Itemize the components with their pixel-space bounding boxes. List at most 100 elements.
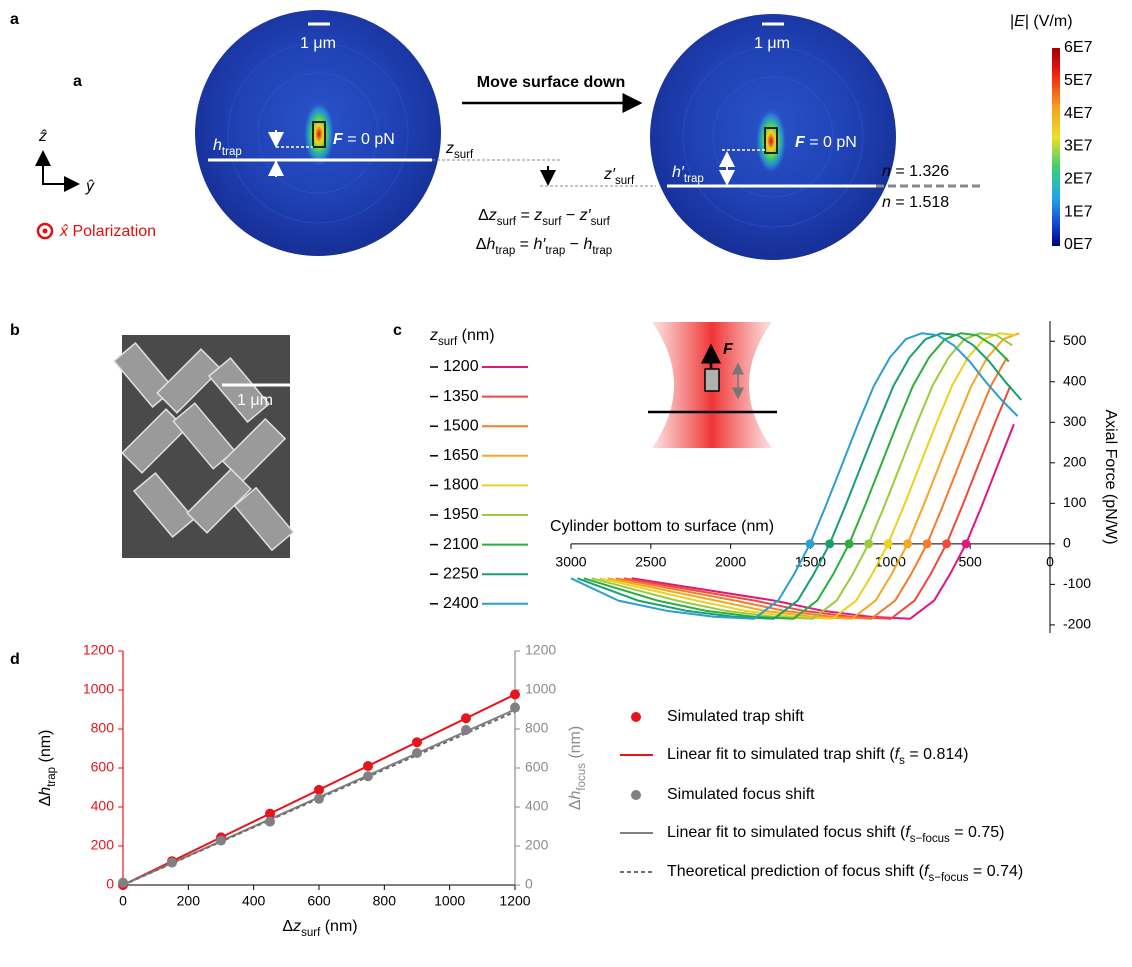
zero-force-point: [922, 539, 932, 549]
zero-force-point: [805, 539, 815, 549]
y-tick-label: 400: [91, 798, 115, 814]
legend-label: Linear fit to simulated trap shift (fs =…: [667, 746, 968, 767]
panel-label: a: [73, 73, 82, 90]
legend-label: Simulated trap shift: [667, 708, 805, 725]
zero-force-point: [942, 539, 952, 549]
text-part: surf: [454, 149, 474, 161]
x-tick-label: 1000: [434, 893, 465, 909]
force-curve: [623, 385, 1012, 620]
data-point: [412, 737, 422, 748]
legend-label: 1800: [443, 477, 479, 494]
text-part: s−focus: [928, 872, 968, 884]
text-part: z: [445, 140, 454, 157]
legend-label: 1350: [443, 388, 479, 405]
text-part: focus: [576, 763, 588, 791]
data-point: [216, 835, 226, 846]
x-tick-label: 600: [307, 893, 331, 909]
y-tick-label: 200: [91, 837, 115, 853]
y-tick-label: 600: [91, 759, 115, 775]
colorbar-tick: 3E7: [1064, 138, 1093, 155]
panel-label: a: [10, 11, 19, 28]
text-part: s: [899, 755, 905, 767]
text-part: trap: [495, 245, 515, 257]
data-point: [265, 816, 275, 827]
text-part: z: [292, 918, 301, 935]
text-part: =: [516, 207, 534, 224]
zero-force-point: [883, 539, 893, 549]
text-part: f: [905, 824, 911, 841]
text-part: z: [533, 207, 542, 224]
x-tick-label: 2500: [635, 554, 666, 570]
legend-title: zsurf (nm): [429, 327, 495, 348]
text-part: h: [213, 137, 222, 154]
text-part: −: [565, 236, 583, 253]
text-part: =: [515, 236, 533, 253]
scale-label: 1 μm: [754, 35, 790, 52]
text-part: z′: [579, 207, 592, 224]
text-part: surf: [591, 216, 611, 228]
sem-image: [112, 335, 295, 558]
text-part: F: [795, 134, 806, 151]
colorbar-tick: 5E7: [1064, 72, 1093, 89]
text-part: = 0 pN: [343, 131, 395, 148]
force-label: F = 0 pN: [333, 131, 395, 148]
y-tick-label: 300: [1063, 413, 1087, 429]
zero-force-point: [844, 539, 854, 549]
data-point: [265, 808, 275, 819]
text-part: surf: [438, 336, 458, 348]
y-tick-label: -200: [1063, 616, 1091, 632]
text-part: h: [486, 236, 495, 253]
data-point: [461, 713, 471, 724]
legend-label: 1950: [443, 506, 479, 523]
text-part: = 0.75): [950, 824, 1005, 841]
y2-axis-title: Δhfocus (nm): [567, 726, 588, 810]
trap-inset: [648, 322, 777, 448]
x-tick-label: 400: [242, 893, 266, 909]
text-part: trap: [545, 245, 565, 257]
text-part: Polarization: [68, 223, 156, 240]
text-part: E: [1014, 13, 1025, 30]
y2-tick-label: 0: [525, 876, 533, 892]
colorbar-tick: 6E7: [1064, 39, 1093, 56]
x-tick-label: 1200: [499, 893, 530, 909]
text-part: surf: [615, 175, 635, 187]
text-part: surf: [301, 927, 321, 939]
data-point: [314, 793, 324, 804]
index-label: n = 1.518: [882, 194, 949, 211]
text-part: F: [333, 131, 344, 148]
y-axis-title: Δhtrap (nm): [37, 730, 58, 807]
text-part: z: [429, 327, 438, 344]
force-curve: [583, 332, 1010, 620]
y2-tick-label: 600: [525, 759, 549, 775]
legend-label: 1200: [443, 358, 479, 375]
polarization-label: x̂ Polarization: [59, 223, 156, 240]
force-curve: [570, 332, 1019, 620]
force-curve: [599, 332, 1016, 620]
field-map-left: [195, 10, 441, 256]
y-tick-label: 0: [106, 876, 114, 892]
h-trap-prime-label: h′trap: [672, 164, 704, 185]
text-part: | (V/m): [1025, 13, 1073, 30]
text-part: h: [583, 236, 592, 253]
z-surf-prime-label: z′surf: [603, 166, 635, 187]
data-point: [118, 877, 128, 888]
panel-label: c: [393, 322, 402, 339]
text-part: n: [882, 163, 891, 180]
zero-force-point: [903, 539, 913, 549]
y-tick-label: -100: [1063, 575, 1091, 591]
equation: Δhtrap = h′trap − htrap: [476, 236, 612, 257]
text-part: f: [924, 863, 930, 880]
x-tick-label: 500: [958, 554, 982, 570]
text-part: h: [37, 787, 54, 796]
legend-label: 1650: [443, 447, 479, 464]
colorbar-tick: 4E7: [1064, 105, 1093, 122]
text-part: s−focus: [910, 833, 950, 845]
text-part: n: [882, 194, 891, 211]
text-part: Δ: [478, 207, 489, 224]
colorbar-title: |E| (V/m): [1010, 13, 1073, 30]
axis-label: ŷ: [85, 178, 95, 195]
y2-tick-label: 400: [525, 798, 549, 814]
text-part: z′: [603, 166, 616, 183]
force-curve: [631, 423, 1015, 620]
